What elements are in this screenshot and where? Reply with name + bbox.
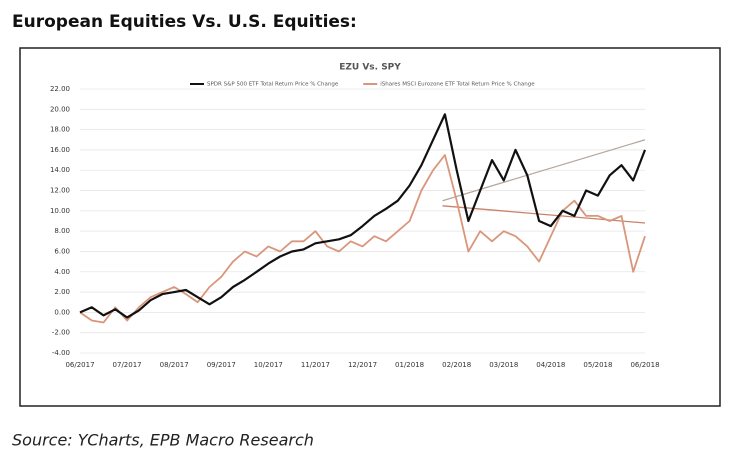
x-tick-label: 01/2018 — [395, 361, 424, 369]
trend-line — [442, 139, 646, 202]
series-line — [79, 154, 646, 324]
x-tick-label: 07/2017 — [113, 361, 142, 369]
x-tick-label: 08/2017 — [160, 361, 189, 369]
y-tick-label: 22.00 — [50, 85, 70, 93]
legend-label: SPDR S&P 500 ETF Total Return Price % Ch… — [207, 82, 339, 88]
page-title: European Equities Vs. U.S. Equities: — [12, 12, 357, 32]
y-tick-label: -2.00 — [52, 329, 70, 337]
legend-label: iShares MSCI Eurozone ETF Total Return P… — [380, 82, 535, 88]
y-tick-label: 8.00 — [54, 227, 70, 235]
x-tick-label: 06/2017 — [65, 361, 94, 369]
x-tick-label: 10/2017 — [254, 361, 283, 369]
y-tick-label: 0.00 — [54, 308, 70, 316]
source-note: Source: YCharts, EPB Macro Research — [12, 431, 314, 450]
y-tick-label: 20.00 — [50, 105, 70, 113]
y-tick-label: 18.00 — [50, 126, 70, 134]
x-tick-label: 12/2017 — [348, 361, 377, 369]
x-tick-label: 09/2017 — [207, 361, 236, 369]
x-tick-label: 02/2018 — [442, 361, 471, 369]
y-tick-label: 16.00 — [50, 146, 70, 154]
x-tick-label: 04/2018 — [536, 361, 565, 369]
y-tick-label: 4.00 — [54, 268, 70, 276]
x-tick-label: 05/2018 — [583, 361, 612, 369]
y-tick-label: 6.00 — [54, 247, 70, 255]
y-tick-label: -4.00 — [52, 349, 70, 357]
x-tick-label: 03/2018 — [489, 361, 518, 369]
y-tick-label: 10.00 — [50, 207, 70, 215]
chart-title: EZU Vs. SPY — [339, 63, 401, 73]
x-tick-label: 11/2017 — [301, 361, 330, 369]
y-tick-label: 12.00 — [50, 187, 70, 195]
x-tick-label: 06/2018 — [630, 361, 659, 369]
series-line — [79, 113, 647, 319]
y-tick-label: 2.00 — [54, 288, 70, 296]
chart-frame — [19, 47, 721, 407]
y-tick-label: 14.00 — [50, 166, 70, 174]
